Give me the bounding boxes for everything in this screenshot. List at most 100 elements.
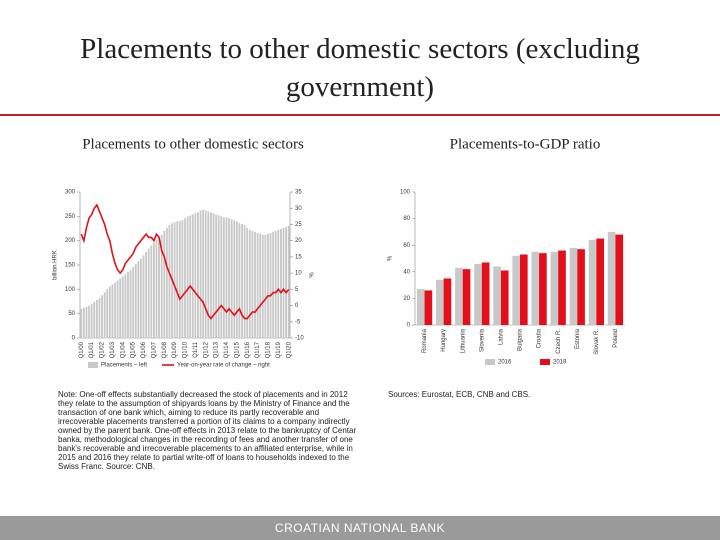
bar: [155, 239, 158, 338]
x-tick-label: Q1/17: [255, 341, 261, 358]
bar: [228, 218, 230, 338]
bar: [243, 225, 246, 338]
legend-swatch: [88, 362, 98, 368]
bar: [168, 225, 171, 338]
bar: [254, 231, 256, 338]
y-tick-label: 0: [72, 336, 76, 342]
y2-tick-label: 10: [295, 271, 302, 277]
x-tick-label: Slovenia: [479, 328, 485, 352]
y2-tick-label: 30: [295, 206, 302, 212]
y2-tick-label: 0: [295, 303, 299, 309]
y-tick-label: 150: [65, 263, 76, 269]
bar: [235, 221, 238, 338]
bar: [462, 269, 471, 325]
bar: [134, 264, 137, 338]
bar: [158, 236, 160, 338]
bar: [114, 282, 116, 338]
legend-label: 2019: [553, 360, 567, 366]
legend-label: Year-on-year rate of change – right: [177, 363, 270, 369]
y2-tick-label: 25: [295, 222, 302, 228]
x-tick-label: Q1/14: [224, 341, 230, 358]
x-tick-label: Q1/00: [79, 341, 85, 358]
bar: [176, 221, 179, 338]
bar: [539, 253, 547, 325]
bar: [199, 210, 202, 338]
chart-title: Placements-to-GDP ratio: [450, 136, 601, 152]
bar: [500, 270, 509, 325]
x-tick-label: Q1/04: [120, 341, 126, 358]
bar: [186, 216, 189, 338]
x-tick-label: Q1/05: [131, 341, 137, 358]
bar: [259, 233, 262, 338]
y-tick-label: 200: [65, 238, 76, 244]
bar: [132, 266, 135, 338]
bar: [165, 228, 168, 338]
bar: [116, 280, 119, 338]
bar: [416, 289, 425, 325]
bar: [588, 239, 597, 325]
slide-title: Placements to other domestic sectors (ex…: [80, 33, 640, 103]
x-tick-label: Estonia: [575, 328, 581, 349]
x-tick-label: Q1/15: [234, 341, 240, 358]
y2-tick-label: 5: [295, 287, 299, 293]
x-tick-label: Q1/01: [89, 341, 95, 358]
x-tick-label: Croatia: [537, 328, 543, 348]
x-tick-label: Q1/08: [162, 341, 168, 358]
bar: [256, 232, 259, 338]
bar: [264, 234, 267, 338]
bar: [137, 261, 140, 338]
bar: [191, 214, 194, 338]
y2-tick-label: -5: [295, 319, 301, 325]
x-tick-label: Romania: [422, 328, 428, 353]
bar: [98, 298, 101, 338]
bar: [272, 231, 275, 338]
bar: [111, 284, 114, 338]
x-tick-label: Q1/13: [214, 341, 220, 358]
bar: [267, 233, 269, 338]
y-tick-label: 100: [65, 287, 76, 293]
bar: [225, 217, 228, 338]
bar: [127, 271, 129, 338]
x-tick-label: Slovak R.: [594, 329, 600, 355]
bar: [197, 212, 199, 338]
legend-label: 2016: [498, 360, 512, 366]
legend-swatch: [540, 359, 550, 365]
x-tick-label: Latvia: [498, 328, 504, 345]
y-tick-label: 80: [403, 216, 410, 222]
y-axis-label: %: [388, 255, 394, 261]
bar: [287, 226, 290, 338]
bar: [80, 308, 83, 338]
bar: [207, 211, 210, 338]
bar: [455, 267, 463, 325]
x-tick-label: Q1/18: [266, 341, 272, 358]
bar: [173, 222, 176, 338]
bar: [106, 289, 109, 338]
bar: [90, 303, 93, 338]
bar: [163, 230, 166, 338]
bar: [121, 276, 124, 338]
chart-title: Placements to other domestic sectors: [82, 136, 304, 152]
bar: [230, 219, 233, 338]
bar: [261, 234, 264, 338]
line: [80, 203, 290, 320]
bar: [481, 262, 490, 325]
x-tick-label: Hungary: [441, 329, 447, 352]
bar: [436, 279, 444, 325]
notes: Note: One-off effects substantially decr…: [58, 390, 357, 471]
bar: [269, 232, 272, 338]
bar: [178, 221, 181, 338]
bar: [82, 307, 85, 338]
bar: [474, 263, 482, 325]
bar: [607, 231, 616, 325]
bar: [531, 251, 540, 325]
y-tick-label: 300: [65, 190, 76, 196]
y-tick-label: 0: [407, 323, 411, 329]
y-axis-label: billion HRK: [53, 250, 59, 280]
bar: [194, 213, 197, 338]
bar: [222, 217, 225, 338]
bar: [241, 224, 243, 338]
bar: [558, 250, 566, 325]
y-tick-label: 20: [403, 296, 410, 302]
bar: [248, 229, 251, 338]
bar: [88, 305, 90, 338]
